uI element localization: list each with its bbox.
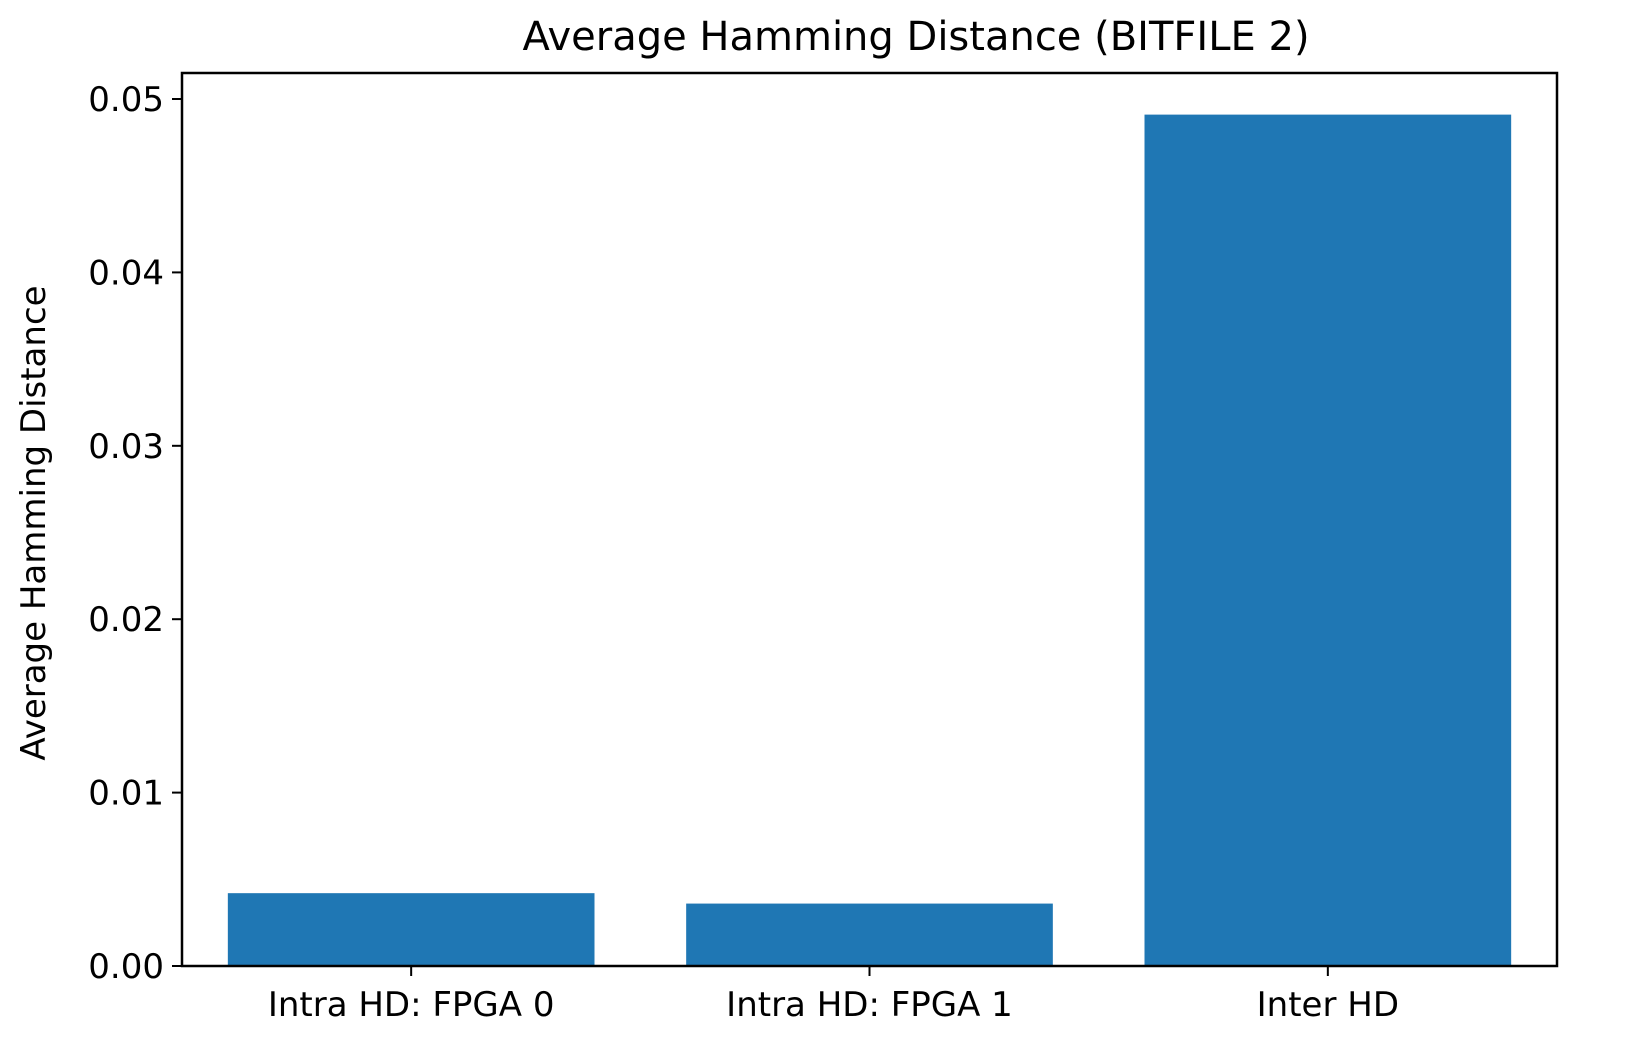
bars-group bbox=[227, 114, 1512, 966]
bar-0 bbox=[227, 893, 595, 966]
y-tick-label-3: 0.03 bbox=[88, 427, 164, 467]
x-tick-label-1: Intra HD: FPGA 1 bbox=[726, 985, 1013, 1025]
plot-frame bbox=[180, 71, 1559, 968]
x-tick-label-0: Intra HD: FPGA 0 bbox=[268, 985, 555, 1025]
y-tick-label-4: 0.04 bbox=[88, 253, 164, 293]
x-axis-ticks: Intra HD: FPGA 0 Intra HD: FPGA 1 Inter HD bbox=[268, 966, 1399, 1025]
y-axis-label: Average Hamming Distance bbox=[14, 285, 54, 760]
y-tick-label-1: 0.01 bbox=[88, 774, 164, 814]
y-tick-label-2: 0.02 bbox=[88, 600, 164, 640]
bar-1 bbox=[686, 903, 1053, 966]
chart-title: Average Hamming Distance (BITFILE 2) bbox=[522, 14, 1309, 60]
x-tick-label-2: Inter HD bbox=[1257, 985, 1399, 1025]
y-tick-label-5: 0.05 bbox=[88, 80, 164, 120]
bar-2 bbox=[1144, 114, 1512, 966]
y-axis-ticks: 0.00 0.01 0.02 0.03 0.04 0.05 bbox=[88, 80, 182, 987]
y-tick-label-0: 0.00 bbox=[88, 947, 164, 987]
